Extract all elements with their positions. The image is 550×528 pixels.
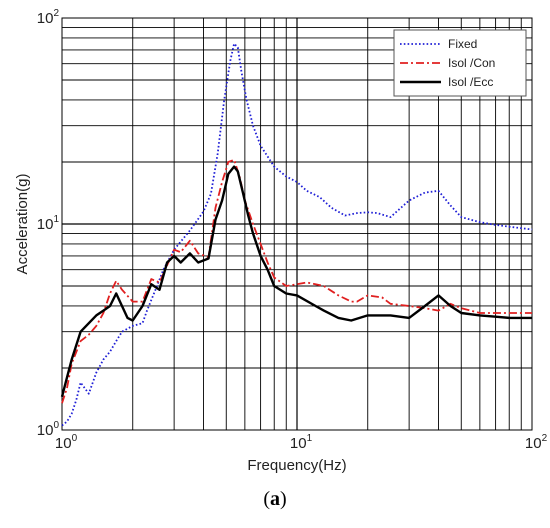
legend: Fixed Isol /Con Isol /Ecc [393,29,527,97]
series-line-isol-ecc [60,165,532,398]
series-line-fixed [61,42,533,427]
legend-label: Isol /Con [448,56,495,70]
tick-labels: 100 101 102 100 101 102 [37,8,548,452]
y-tick-label: 101 [37,214,60,233]
series-layer [60,42,533,427]
x-axis-label: Frequency(Hz) [247,457,346,474]
legend-label: Fixed [448,37,477,51]
plot-area-frame [61,17,533,431]
caption-open-paren: ( [263,488,270,510]
x-tick-label: 102 [525,433,548,452]
figure-caption: (a) [0,488,550,511]
y-tick-label: 100 [37,420,60,439]
x-tick-label: 100 [55,433,78,452]
caption-letter: a [270,488,280,510]
x-tick-label: 101 [290,433,313,452]
y-axis-label: Acceleration(g) [14,174,31,275]
caption-close-paren: ) [280,488,287,510]
y-tick-label: 102 [37,8,60,27]
acceleration-frequency-chart: 100 101 102 100 101 102 Frequency(Hz) Acceler… [14,8,548,474]
legend-label: Isol /Ecc [448,75,493,89]
